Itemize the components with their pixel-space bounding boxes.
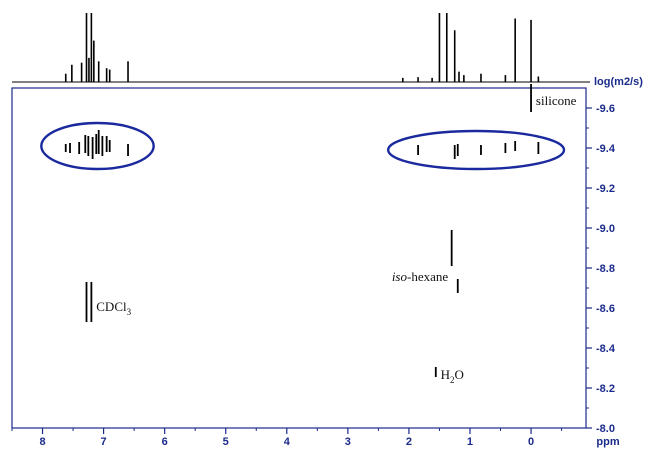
- x-tick-label: 6: [162, 436, 168, 448]
- y-tick-label: -9.6: [596, 103, 615, 115]
- x-tick-label: 0: [528, 436, 534, 448]
- plot-frame: [11, 87, 587, 429]
- projection-spectrum: [12, 13, 590, 83]
- plot-border: [11, 87, 587, 429]
- x-tick-label: 5: [223, 436, 229, 448]
- x-tick-label: 8: [39, 436, 45, 448]
- y-tick-label: -8.6: [596, 303, 615, 315]
- x-tick-label: 4: [284, 436, 291, 448]
- x-tick-label: 2: [406, 436, 412, 448]
- y-tick-label: -9.2: [596, 183, 615, 195]
- y-tick-label: -9.4: [596, 143, 616, 155]
- ellipse-marker: [386, 129, 566, 171]
- annotation-label: iso-hexane: [392, 269, 449, 284]
- x-tick-label: 3: [345, 436, 351, 448]
- y-tick-label: -9.0: [596, 223, 615, 235]
- ellipse-marker: [40, 121, 155, 171]
- signals: [64, 84, 540, 377]
- x-tick-label: 7: [101, 436, 107, 448]
- x-axis: 8 7 6 5 4 3 2 1 0 ppm: [11, 428, 620, 448]
- annotation-label: silicone: [536, 93, 577, 108]
- x-axis-label: ppm: [596, 436, 619, 448]
- x-tick-label: 1: [467, 436, 473, 448]
- annotation-label: H2O: [441, 367, 464, 385]
- y-axis: -9.6 -9.4 -9.2 -9.0 -8.8 -8.6 -8.4 -8.2 -8.0 log(…: [586, 76, 643, 435]
- annotation-label: CDCl3: [96, 299, 131, 317]
- y-tick-label: -8.8: [596, 263, 615, 275]
- y-tick-label: -8.0: [596, 423, 615, 435]
- y-axis-label: log(m2/s): [594, 76, 643, 88]
- y-tick-label: -8.4: [596, 343, 616, 355]
- annotations: silicone iso-hexane CDCl3 H2O: [96, 93, 576, 385]
- y-tick-label: -8.2: [596, 383, 615, 395]
- ellipses: [40, 121, 566, 171]
